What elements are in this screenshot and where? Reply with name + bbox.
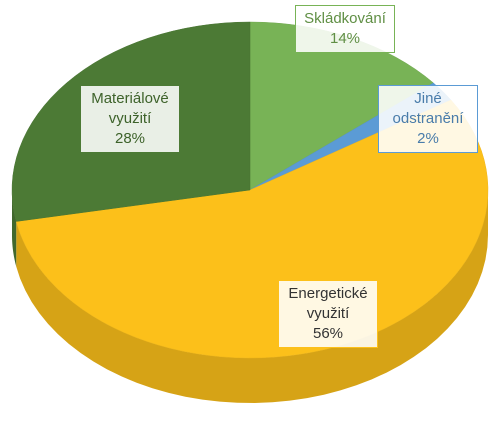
label-value: 2% bbox=[417, 130, 439, 147]
data-label: Skládkování 14% bbox=[295, 5, 395, 53]
label-value: 28% bbox=[114, 130, 146, 147]
label-name: Energetické využití bbox=[288, 285, 368, 322]
label-name: Materiálové využití bbox=[91, 90, 169, 127]
label-name: Skládkování bbox=[304, 10, 386, 27]
label-value: 14% bbox=[329, 30, 361, 47]
slice-side bbox=[16, 190, 488, 403]
slice-side bbox=[12, 190, 17, 267]
data-label: Materiálové využití 28% bbox=[80, 85, 180, 153]
data-label: Jiné odstranění 2% bbox=[378, 85, 478, 153]
data-label: Energetické využití 56% bbox=[278, 280, 378, 348]
label-name: Jiné odstranění bbox=[392, 90, 464, 127]
label-value: 56% bbox=[312, 325, 344, 342]
